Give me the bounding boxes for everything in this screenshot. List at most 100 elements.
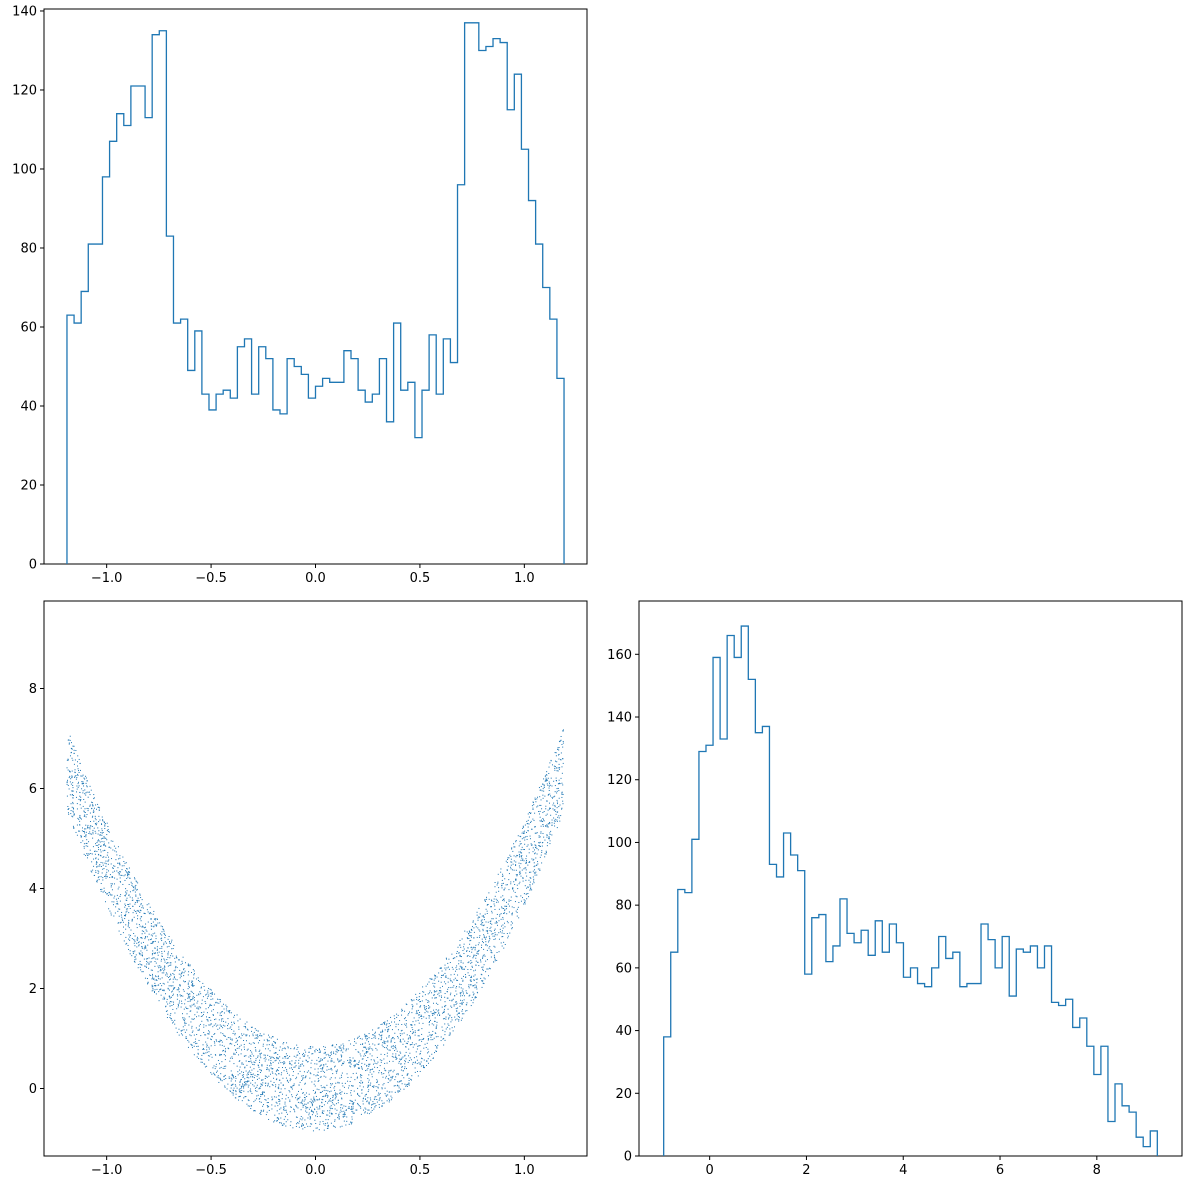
scatter-point <box>280 1122 282 1124</box>
scatter-point <box>325 1094 327 1096</box>
scatter-point <box>430 1039 432 1041</box>
scatter-point <box>391 1076 393 1078</box>
scatter-point <box>68 813 70 815</box>
scatter-point <box>220 1078 222 1080</box>
scatter-point <box>232 1092 234 1094</box>
scatter-point <box>309 1101 311 1103</box>
scatter-point <box>165 1005 167 1007</box>
scatter-point <box>458 986 460 988</box>
scatter-point <box>271 1108 273 1110</box>
scatter-point <box>270 1063 272 1065</box>
scatter-point <box>152 957 154 959</box>
scatter-point <box>302 1099 304 1101</box>
scatter-point <box>193 1018 195 1020</box>
scatter-point <box>428 1001 430 1003</box>
scatter-point <box>164 965 166 967</box>
scatter-point <box>271 1104 273 1106</box>
scatter-point <box>168 979 170 981</box>
scatter-point <box>339 1077 341 1079</box>
scatter-point <box>455 987 457 989</box>
scatter-point <box>301 1119 303 1121</box>
scatter-point <box>454 977 456 979</box>
scatter-point <box>495 920 497 922</box>
scatter-point <box>519 873 521 875</box>
scatter-point <box>285 1053 287 1055</box>
scatter-point <box>450 1005 452 1007</box>
scatter-point <box>502 916 504 918</box>
scatter-point <box>561 808 563 810</box>
scatter-point <box>246 1077 248 1079</box>
scatter-point <box>375 1031 376 1033</box>
scatter-point <box>196 994 198 996</box>
scatter-point <box>105 845 107 847</box>
scatter-point <box>84 832 85 834</box>
scatter-point <box>247 1072 249 1074</box>
scatter-point <box>248 1084 250 1086</box>
scatter-point <box>103 887 105 889</box>
scatter-point <box>353 1045 355 1047</box>
scatter-point <box>307 1107 309 1109</box>
scatter-point <box>158 991 160 993</box>
scatter-point <box>120 874 122 876</box>
scatter-point <box>85 842 87 844</box>
scatter-point <box>342 1116 344 1118</box>
scatter-point <box>381 1023 383 1025</box>
scatter-point <box>514 891 516 893</box>
scatter-point <box>217 1075 219 1077</box>
scatter-point <box>494 946 496 948</box>
scatter-point <box>376 1101 378 1103</box>
scatter-point <box>429 1034 431 1036</box>
scatter-point <box>419 1039 421 1041</box>
scatter-point <box>101 824 103 825</box>
scatter-point <box>312 1130 314 1132</box>
scatter-point <box>461 995 463 997</box>
scatter-point <box>548 787 550 789</box>
scatter-point <box>399 1051 401 1053</box>
x-tick-label: 0.5 <box>410 1163 431 1178</box>
scatter-point <box>323 1086 325 1088</box>
scatter-point <box>292 1071 294 1073</box>
scatter-point <box>113 915 115 917</box>
scatter-point <box>561 807 563 809</box>
scatter-point <box>434 994 436 996</box>
scatter-point <box>170 955 172 957</box>
scatter-point <box>98 876 100 878</box>
scatter-point <box>218 998 220 1000</box>
scatter-point <box>213 1041 215 1043</box>
scatter-point <box>527 830 529 832</box>
scatter-point <box>248 1100 250 1102</box>
scatter-point <box>365 1034 367 1036</box>
scatter-point <box>478 929 480 931</box>
x-tick-label: 0.5 <box>410 571 431 586</box>
scatter-point <box>78 830 80 832</box>
scatter-point <box>511 906 513 908</box>
scatter-point <box>167 954 169 956</box>
scatter-point <box>533 804 535 806</box>
scatter-point <box>408 1055 410 1057</box>
scatter-point <box>504 910 506 912</box>
scatter-point <box>110 883 112 885</box>
scatter-point <box>67 812 69 814</box>
scatter-point <box>357 1063 359 1065</box>
scatter-point <box>92 837 94 839</box>
scatter-point <box>434 974 436 976</box>
scatter-point <box>314 1068 316 1070</box>
scatter-point <box>139 953 141 955</box>
scatter-point <box>446 958 448 960</box>
scatter-point <box>160 966 162 968</box>
scatter-point <box>380 1053 382 1055</box>
scatter-point <box>339 1046 341 1048</box>
scatter-point <box>433 985 435 987</box>
scatter-point <box>97 846 99 848</box>
scatter-point <box>493 901 495 903</box>
scatter-point <box>491 918 493 920</box>
scatter-point <box>86 791 88 793</box>
scatter-point <box>149 939 151 941</box>
scatter-point <box>295 1125 297 1127</box>
scatter-point <box>284 1088 286 1090</box>
scatter-point <box>243 1046 245 1048</box>
scatter-point <box>533 858 535 860</box>
scatter-point <box>513 846 515 848</box>
scatter-point <box>503 941 505 943</box>
scatter-point <box>526 898 528 900</box>
